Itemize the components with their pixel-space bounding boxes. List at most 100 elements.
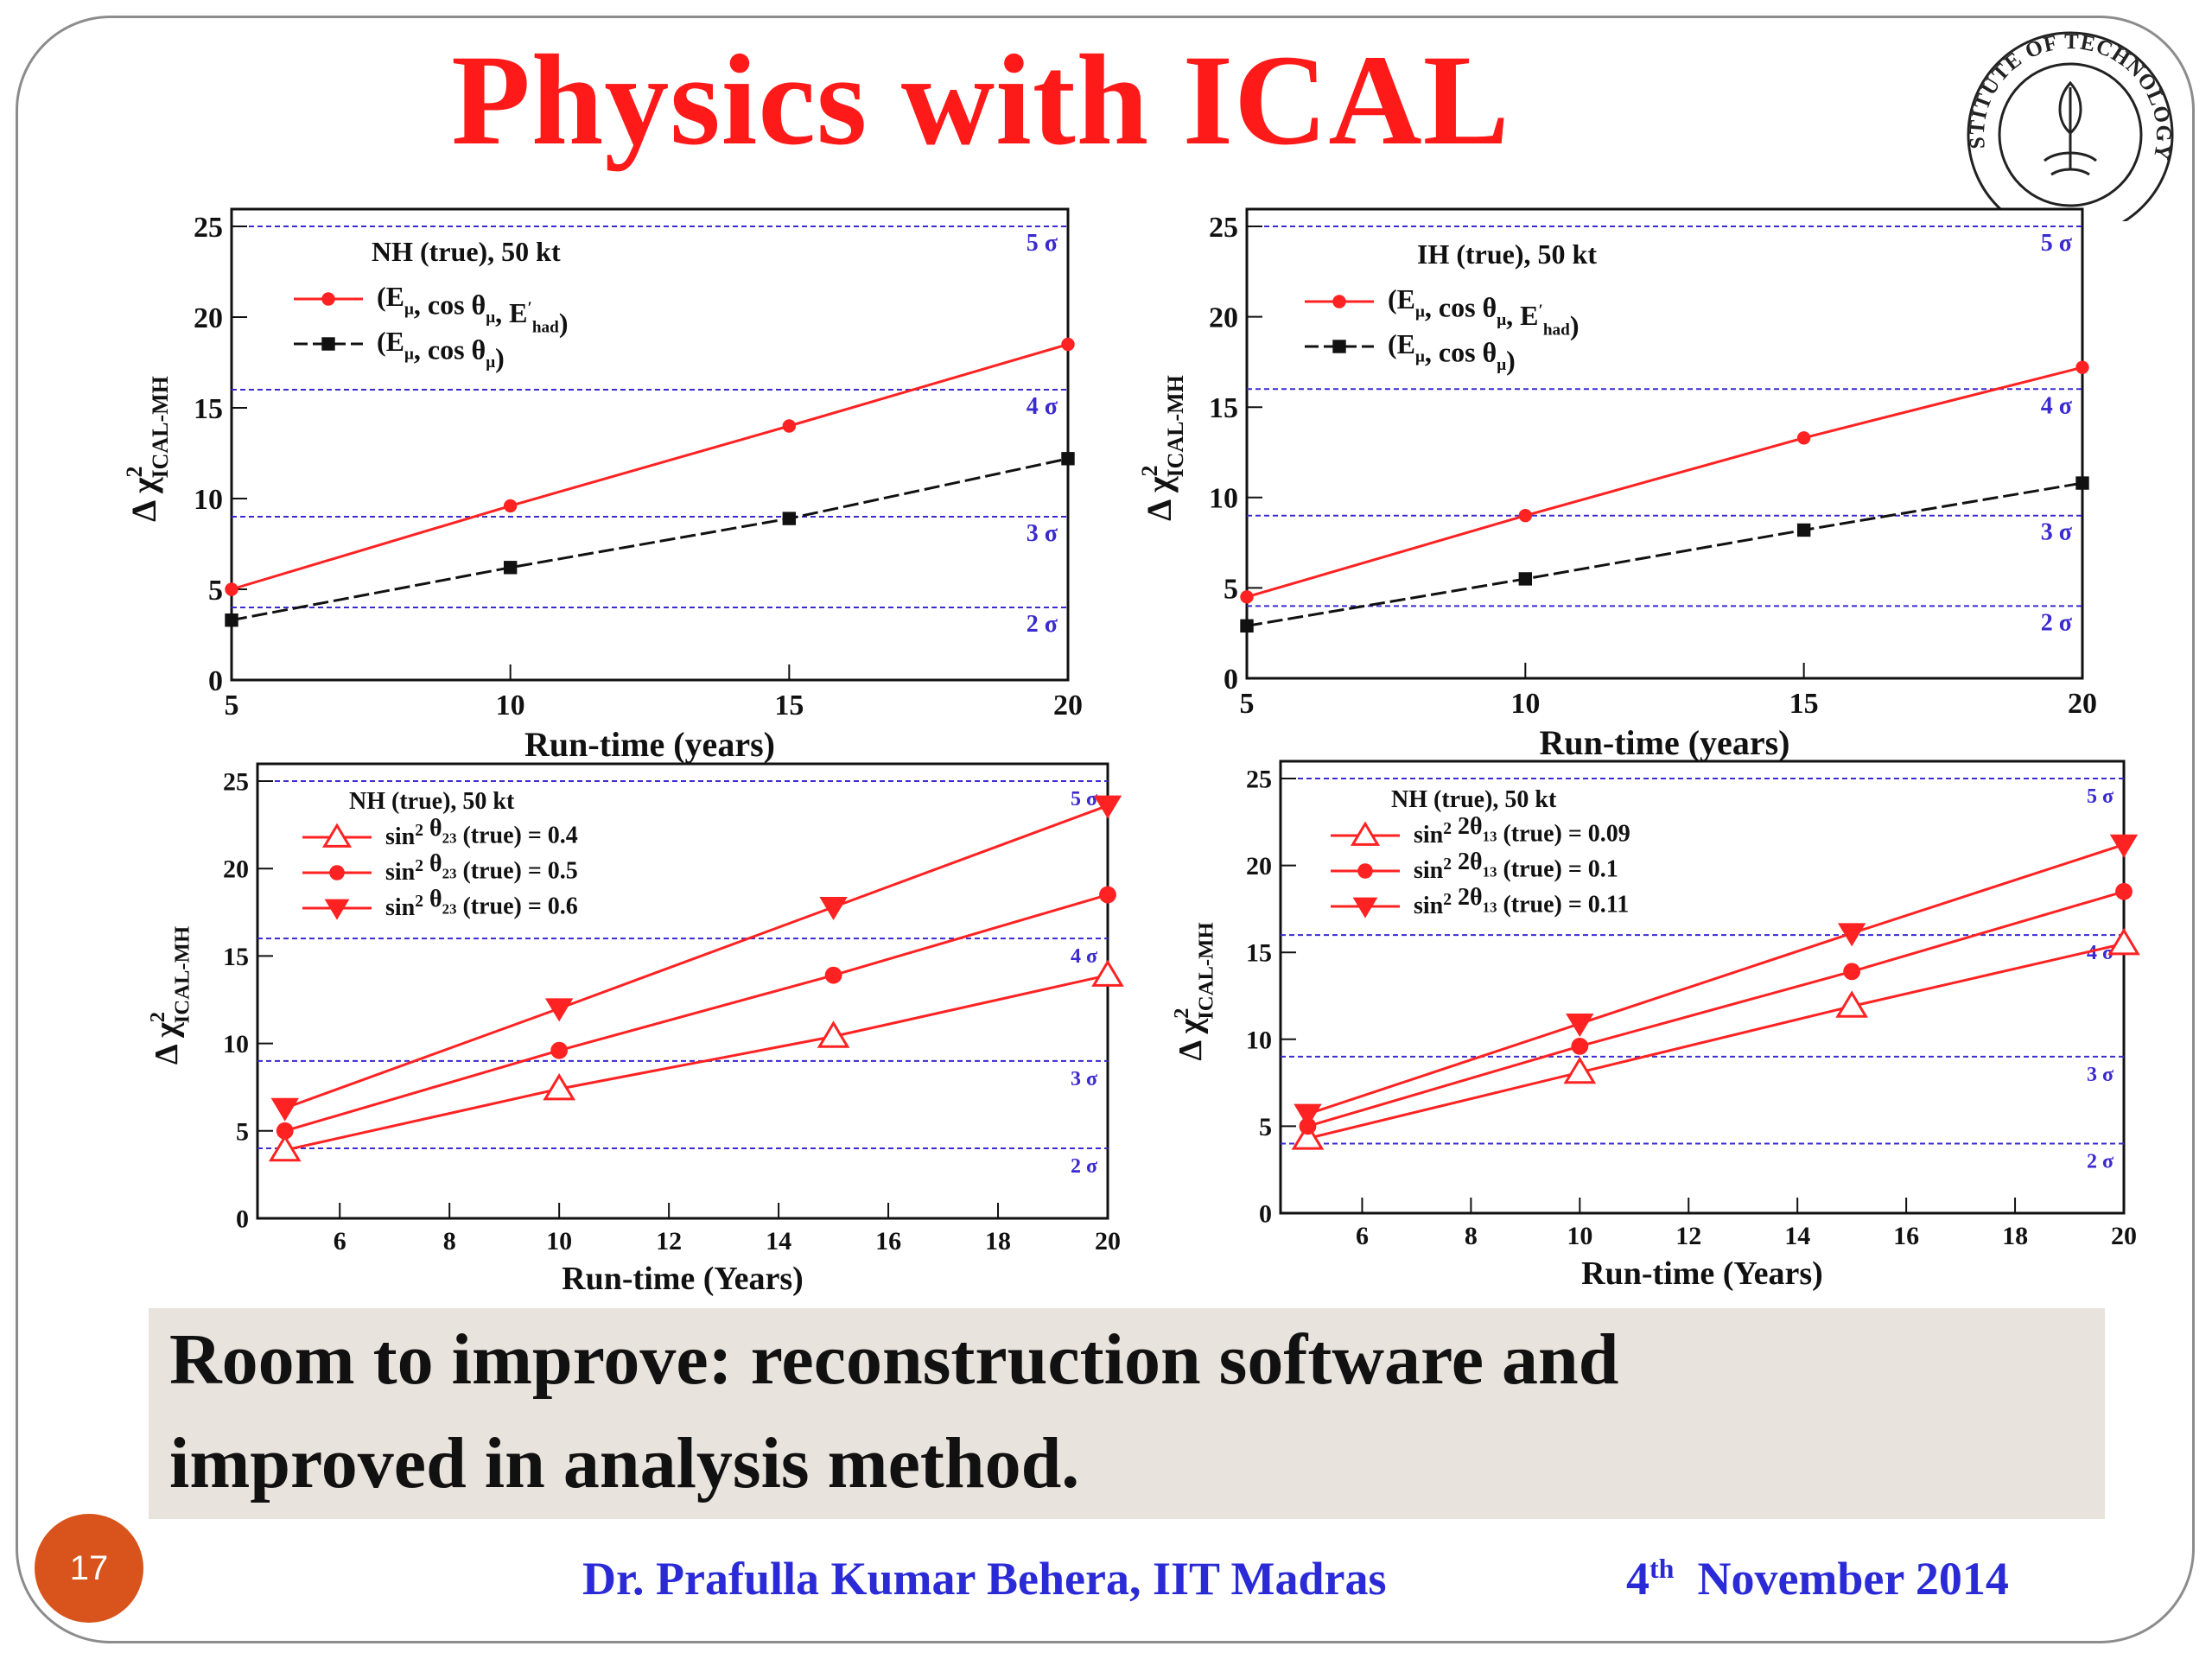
legend-label: (Eμ, cos θμ) — [1388, 328, 1516, 376]
date-suffix: th — [1649, 1553, 1675, 1584]
data-point — [329, 865, 345, 880]
y-axis-label: Δ χ2ICAL-MH — [122, 376, 173, 522]
plot-frame — [230, 207, 1070, 682]
y-tick-label: 25 — [223, 768, 249, 797]
data-point — [2107, 927, 2140, 956]
data-point — [1332, 340, 1346, 353]
y-tick-label: 15 — [194, 393, 223, 425]
y-tick-label: 0 — [208, 665, 223, 697]
page-number-badge: 17 — [35, 1514, 143, 1623]
y-tick-label: 15 — [1209, 392, 1238, 424]
sigma-label: 4 σ — [1071, 945, 1097, 968]
conclusion-line-2: improved in analysis method. — [169, 1423, 1080, 1503]
data-point — [268, 1134, 302, 1162]
x-tick-label: 8 — [443, 1227, 456, 1255]
sigma-label: 3 σ — [2041, 519, 2073, 546]
data-point — [1837, 923, 1866, 947]
x-tick-label: 18 — [985, 1227, 1011, 1255]
footer-date: 4th November 2014 — [1626, 1552, 2009, 1605]
sigma-label: 2 σ — [1071, 1155, 1097, 1178]
data-point — [824, 966, 842, 984]
slide-title: Physics with ICAL — [451, 29, 1510, 172]
chart-3: 2 σ 3 σ 4 σ 5 σ 0 5 10 15 20 25 6 8 10 12 14 16 18 20 Run-… — [146, 762, 1124, 1297]
data-point — [1099, 886, 1116, 904]
sigma-label: 2 σ — [2041, 609, 2073, 636]
data-point — [2075, 360, 2089, 374]
x-tick-label: 12 — [1675, 1222, 1701, 1250]
data-point — [324, 899, 350, 920]
y-tick-label: 10 — [1246, 1026, 1272, 1054]
sigma-label: 5 σ — [2087, 785, 2113, 808]
legend-label: sin2 θ23 (true) = 0.5 — [385, 850, 578, 886]
legend-label: (Eμ, cos θμ) — [377, 326, 505, 373]
sigma-label: 3 σ — [2087, 1064, 2113, 1086]
series-line — [231, 343, 1069, 591]
legend-header: NH (true), 50 kt — [1391, 786, 1557, 813]
data-point — [1294, 1103, 1322, 1128]
conclusion-line-1: Room to improve: reconstruction software… — [169, 1319, 1619, 1400]
y-tick-label: 0 — [236, 1205, 249, 1234]
sigma-label: 2 σ — [2087, 1151, 2113, 1173]
y-axis-label: Δ χ2ICAL-MH — [1137, 375, 1188, 521]
plot-frame — [1245, 207, 2084, 680]
x-tick-label: 18 — [2002, 1222, 2028, 1250]
x-tick-label: 8 — [1465, 1222, 1478, 1250]
footer-author: Dr. Prafulla Kumar Behera, IIT Madras — [582, 1553, 1387, 1605]
x-tick-label: 6 — [334, 1227, 346, 1255]
legend-label: (Eμ, cos θμ, E′had) — [1388, 283, 1579, 340]
x-axis-label: Run-time (Years) — [562, 1261, 804, 1297]
series-line — [1307, 843, 2125, 1116]
legend-label: sin2 2θ13 (true) = 0.11 — [1414, 884, 1629, 919]
iit-madras-logo: INDIAN INSTITUTE OF TECHNOLOGY MADRAS — [1955, 22, 2174, 221]
data-point — [1563, 1056, 1597, 1084]
sigma-label: 4 σ — [1027, 393, 1058, 420]
data-point — [321, 337, 335, 351]
sigma-label: 3 σ — [1071, 1068, 1097, 1090]
y-tick-label: 5 — [236, 1117, 249, 1146]
data-point — [1571, 1037, 1589, 1055]
data-point — [1352, 897, 1378, 918]
y-tick-label: 15 — [1246, 939, 1272, 968]
x-tick-label: 16 — [875, 1227, 901, 1255]
y-tick-label: 25 — [1209, 212, 1238, 244]
x-tick-label: 15 — [774, 690, 804, 721]
x-tick-label: 20 — [1053, 690, 1083, 721]
y-tick-label: 10 — [1209, 483, 1238, 515]
data-point — [321, 823, 353, 848]
data-point — [2109, 834, 2139, 858]
x-tick-label: 15 — [1789, 688, 1819, 720]
data-point — [782, 419, 797, 433]
sigma-label: 5 σ — [1071, 788, 1097, 810]
y-tick-label: 5 — [1224, 573, 1238, 605]
x-tick-label: 14 — [1784, 1222, 1810, 1250]
series-line — [284, 893, 1109, 1133]
x-tick-label: 10 — [1567, 1222, 1592, 1250]
data-point — [1061, 452, 1075, 466]
data-point — [1240, 619, 1254, 633]
data-point — [543, 1073, 576, 1101]
x-axis-label: Run-time (Years) — [1581, 1255, 1823, 1292]
y-tick-label: 20 — [223, 855, 249, 884]
data-point — [1291, 1122, 1325, 1150]
data-point — [1091, 959, 1124, 987]
data-point — [819, 897, 848, 921]
x-tick-label: 5 — [225, 690, 239, 721]
data-point — [817, 1020, 850, 1048]
x-tick-label: 14 — [766, 1227, 791, 1255]
series-line — [284, 974, 1109, 1152]
legend-label: (Eμ, cos θμ, E′had) — [377, 281, 568, 338]
y-tick-label: 20 — [1209, 302, 1238, 334]
conclusion-box: Room to improve: reconstruction software… — [149, 1308, 2105, 1519]
y-axis-label: Δ χ2ICAL-MH — [146, 926, 194, 1065]
x-tick-label: 5 — [1240, 688, 1255, 720]
y-tick-label: 0 — [1224, 664, 1238, 696]
legend-header: NH (true), 50 kt — [372, 236, 561, 267]
x-tick-label: 20 — [2068, 688, 2097, 720]
data-point — [503, 561, 518, 575]
series-line — [1307, 890, 2125, 1128]
y-tick-label: 25 — [194, 212, 223, 244]
x-tick-label: 6 — [1356, 1222, 1369, 1250]
x-tick-label: 20 — [1095, 1227, 1121, 1255]
data-point — [1332, 295, 1346, 308]
